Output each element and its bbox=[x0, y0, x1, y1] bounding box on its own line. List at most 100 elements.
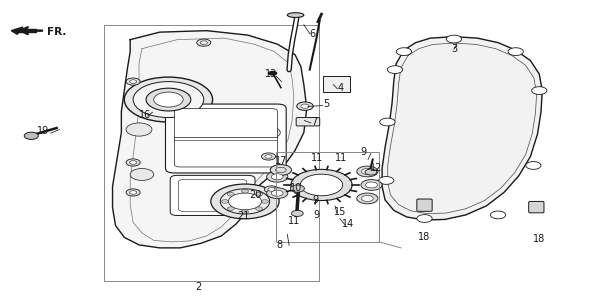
FancyBboxPatch shape bbox=[296, 118, 320, 126]
Circle shape bbox=[490, 211, 506, 219]
Circle shape bbox=[257, 126, 280, 138]
Circle shape bbox=[130, 161, 137, 164]
Circle shape bbox=[290, 185, 304, 192]
Circle shape bbox=[291, 169, 352, 200]
Circle shape bbox=[508, 48, 523, 55]
Circle shape bbox=[265, 155, 272, 158]
Text: 15: 15 bbox=[334, 207, 346, 217]
Text: 17: 17 bbox=[275, 156, 287, 166]
Text: 20: 20 bbox=[249, 191, 261, 200]
Circle shape bbox=[133, 82, 204, 118]
Circle shape bbox=[362, 169, 373, 175]
Text: 12: 12 bbox=[370, 163, 382, 173]
Circle shape bbox=[361, 180, 382, 190]
Circle shape bbox=[365, 169, 377, 175]
Circle shape bbox=[130, 169, 154, 181]
FancyBboxPatch shape bbox=[174, 109, 277, 167]
Circle shape bbox=[267, 188, 288, 199]
Bar bbox=[323, 76, 350, 92]
Polygon shape bbox=[15, 29, 36, 32]
Text: 11: 11 bbox=[311, 153, 323, 163]
FancyBboxPatch shape bbox=[170, 175, 255, 216]
Circle shape bbox=[526, 162, 541, 169]
Circle shape bbox=[532, 87, 547, 95]
Text: 14: 14 bbox=[342, 219, 355, 229]
Text: 2: 2 bbox=[195, 282, 201, 292]
Circle shape bbox=[126, 123, 152, 136]
Circle shape bbox=[270, 165, 291, 175]
Circle shape bbox=[396, 48, 412, 55]
Text: 6: 6 bbox=[310, 29, 316, 39]
Text: 10: 10 bbox=[290, 183, 302, 193]
Text: 13: 13 bbox=[266, 69, 277, 79]
Circle shape bbox=[388, 66, 403, 73]
Circle shape bbox=[211, 184, 279, 219]
Circle shape bbox=[268, 71, 277, 76]
Circle shape bbox=[241, 189, 248, 193]
Circle shape bbox=[130, 191, 137, 194]
Circle shape bbox=[446, 35, 461, 43]
Text: 9: 9 bbox=[361, 147, 367, 157]
Text: 19: 19 bbox=[37, 126, 49, 136]
Circle shape bbox=[255, 207, 263, 210]
Text: 7: 7 bbox=[312, 117, 317, 127]
Circle shape bbox=[291, 210, 303, 216]
Circle shape bbox=[267, 171, 288, 182]
Text: FR.: FR. bbox=[47, 27, 66, 37]
Circle shape bbox=[271, 190, 283, 196]
Text: 5: 5 bbox=[323, 99, 329, 109]
Circle shape bbox=[200, 41, 207, 45]
Circle shape bbox=[362, 195, 373, 201]
Circle shape bbox=[146, 88, 191, 111]
FancyBboxPatch shape bbox=[178, 180, 247, 211]
FancyBboxPatch shape bbox=[166, 104, 286, 173]
Circle shape bbox=[221, 200, 228, 203]
Circle shape bbox=[220, 189, 270, 214]
Text: 11: 11 bbox=[288, 216, 300, 226]
Polygon shape bbox=[113, 31, 307, 248]
Circle shape bbox=[417, 215, 432, 222]
Circle shape bbox=[228, 193, 261, 210]
Circle shape bbox=[124, 77, 212, 122]
Circle shape bbox=[241, 210, 248, 213]
Text: 18: 18 bbox=[418, 232, 431, 242]
Circle shape bbox=[264, 186, 278, 193]
Circle shape bbox=[227, 192, 234, 196]
Circle shape bbox=[24, 132, 38, 139]
Text: 8: 8 bbox=[277, 240, 283, 250]
Text: 4: 4 bbox=[338, 82, 344, 93]
Circle shape bbox=[196, 39, 211, 46]
Circle shape bbox=[126, 78, 140, 85]
Circle shape bbox=[379, 177, 394, 184]
Bar bbox=[276, 152, 379, 242]
Text: 11: 11 bbox=[335, 153, 347, 163]
Text: 9: 9 bbox=[312, 195, 318, 205]
Circle shape bbox=[130, 80, 137, 83]
Circle shape bbox=[357, 193, 378, 204]
Circle shape bbox=[261, 153, 276, 160]
Circle shape bbox=[268, 188, 275, 191]
Text: 18: 18 bbox=[533, 234, 545, 244]
Text: 3: 3 bbox=[451, 44, 457, 54]
Circle shape bbox=[300, 174, 343, 196]
Circle shape bbox=[126, 189, 140, 196]
Polygon shape bbox=[382, 37, 542, 220]
FancyBboxPatch shape bbox=[417, 199, 432, 211]
Polygon shape bbox=[11, 27, 23, 34]
Circle shape bbox=[380, 118, 395, 126]
Text: 16: 16 bbox=[139, 110, 151, 119]
Circle shape bbox=[357, 166, 378, 177]
Circle shape bbox=[154, 92, 183, 107]
Circle shape bbox=[261, 200, 268, 203]
Text: 9: 9 bbox=[314, 210, 320, 220]
Circle shape bbox=[227, 207, 234, 210]
Bar bbox=[104, 25, 319, 281]
Circle shape bbox=[271, 174, 283, 180]
Ellipse shape bbox=[287, 13, 304, 17]
Circle shape bbox=[301, 104, 309, 108]
Circle shape bbox=[366, 182, 378, 188]
Circle shape bbox=[297, 102, 313, 110]
Text: 21: 21 bbox=[238, 211, 250, 222]
Circle shape bbox=[126, 159, 140, 166]
Circle shape bbox=[255, 192, 263, 196]
